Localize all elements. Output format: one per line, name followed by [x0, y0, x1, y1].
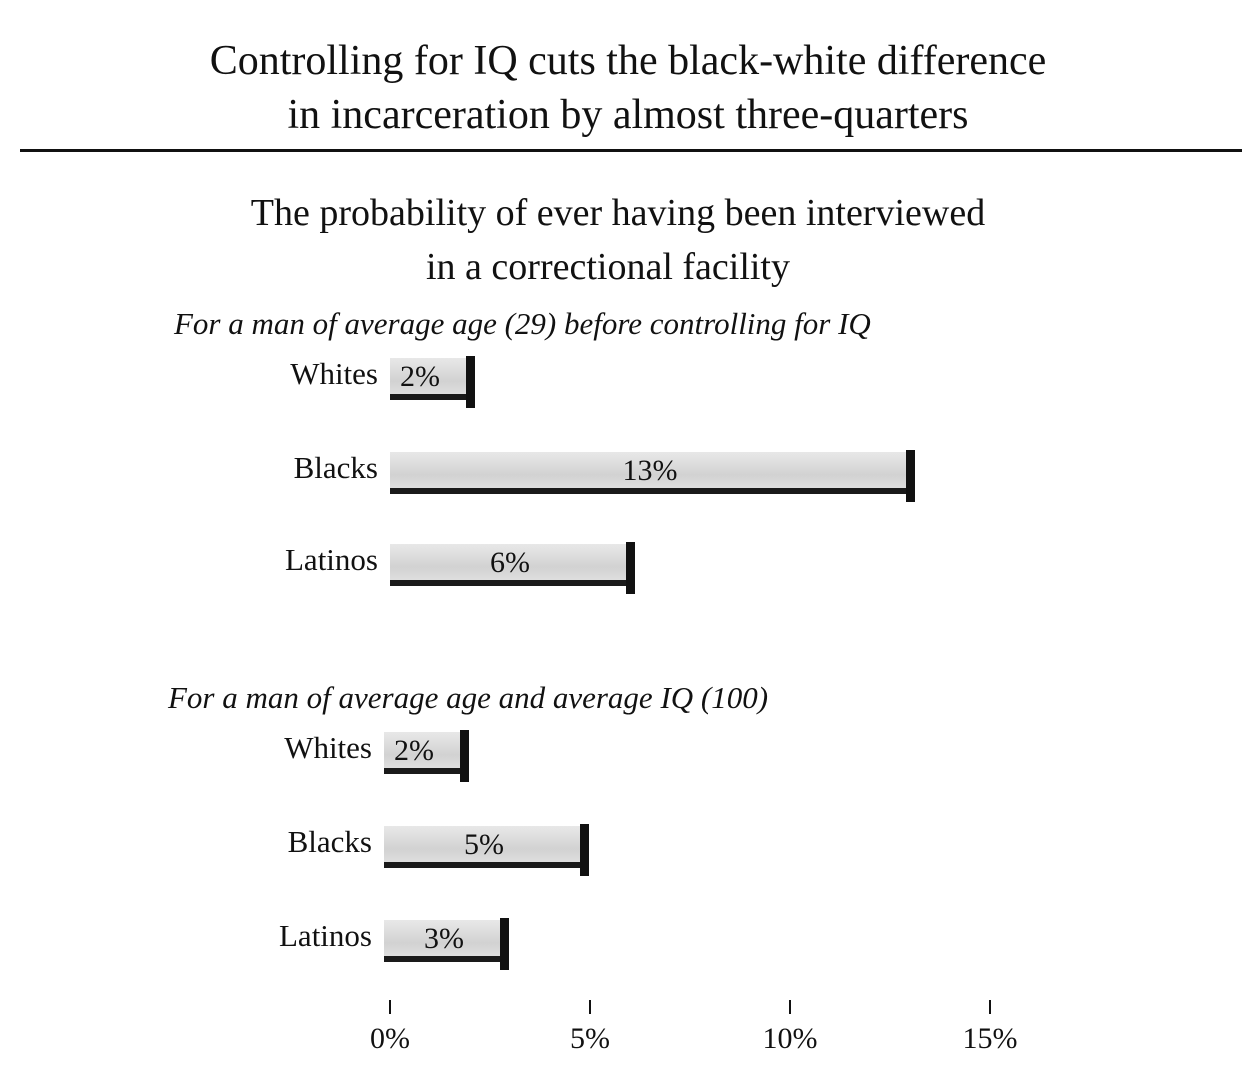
bar-shadow-blacks [580, 824, 589, 876]
bar-shadow-whites [466, 356, 475, 408]
data-label-latinos: 3% [424, 922, 464, 955]
bar-shadow-latinos [500, 918, 509, 970]
category-label-latinos: Latinos [279, 918, 372, 953]
x-tick-label-0: 0% [370, 1022, 410, 1055]
bar-shadow-whites [460, 730, 469, 782]
data-label-whites: 2% [394, 734, 434, 767]
chart-subtitle-line-1: The probability of ever having been inte… [250, 192, 986, 234]
x-tick-label-5: 5% [570, 1022, 610, 1055]
bar-blacks [390, 452, 910, 494]
bar-whites [390, 358, 470, 400]
x-tick-label-10: 10% [762, 1022, 818, 1055]
category-label-whites: Whites [290, 356, 378, 391]
chart-title-line-1: Controlling for IQ cuts the black-white … [209, 38, 1047, 84]
bar-latinos [390, 544, 630, 586]
data-label-latinos: 6% [490, 546, 530, 579]
bar-shadow-blacks [906, 450, 915, 502]
x-tick-5 [589, 1000, 591, 1014]
data-label-blacks: 13% [622, 454, 678, 487]
bar-latinos [384, 920, 504, 962]
x-tick-10 [789, 1000, 791, 1014]
title-divider [20, 149, 1242, 152]
category-label-latinos: Latinos [285, 542, 378, 577]
x-tick-label-15: 15% [962, 1022, 1018, 1055]
bar-whites [384, 732, 464, 774]
x-tick-15 [989, 1000, 991, 1014]
category-label-whites: Whites [284, 730, 372, 765]
x-tick-0 [389, 1000, 391, 1014]
panel-title-1: For a man of average age (29) before con… [174, 306, 871, 341]
chart-title-line-2: in incarceration by almost three-quarter… [287, 92, 969, 138]
category-label-blacks: Blacks [287, 824, 372, 859]
panel-title-2: For a man of average age and average IQ … [168, 680, 769, 715]
bar-blacks [384, 826, 584, 868]
data-label-whites: 2% [400, 360, 440, 393]
chart-subtitle-line-2: in a correctional facility [426, 246, 790, 288]
bar-shadow-latinos [626, 542, 635, 594]
data-label-blacks: 5% [464, 828, 504, 861]
category-label-blacks: Blacks [293, 450, 378, 485]
